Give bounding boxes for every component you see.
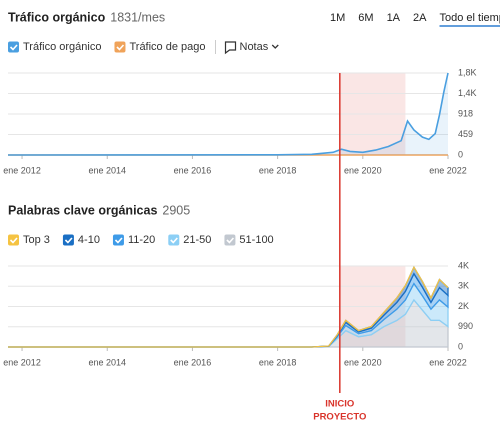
check-mark — [226, 237, 235, 244]
x-tick-label: ene 2018 — [259, 165, 297, 175]
chevron — [271, 44, 279, 49]
legend-label[interactable]: 11-20 — [128, 234, 155, 246]
y-tick-label: 0 — [458, 341, 463, 351]
area-fill — [8, 73, 448, 155]
y-tick-label: 3K — [458, 281, 469, 291]
check-mark — [64, 237, 73, 244]
chart-title: Tráfico orgánico — [8, 10, 106, 24]
y-tick-label: 0 — [458, 149, 463, 159]
series-line — [7, 72, 449, 156]
legend-checkbox[interactable] — [168, 234, 180, 246]
annotation-text: PROYECTO — [313, 412, 366, 423]
y-tick-label: 918 — [458, 108, 473, 118]
x-tick-label: ene 2020 — [344, 357, 382, 367]
range-button[interactable]: 1M — [330, 12, 345, 24]
legend-label[interactable]: 4-10 — [78, 234, 100, 246]
range-button[interactable]: Todo el tiempo — [440, 12, 500, 24]
legend-label[interactable]: Tráfico orgánico — [23, 41, 101, 53]
legend-label[interactable]: Top 3 — [23, 234, 50, 246]
range-button[interactable]: 1A — [387, 12, 401, 24]
check-mark — [9, 237, 18, 244]
y-tick-label: 1,8K — [458, 67, 477, 77]
y-tick-label: 4K — [458, 260, 469, 270]
legend-checkbox[interactable] — [8, 41, 19, 53]
check-mark — [9, 44, 18, 51]
legend-label[interactable]: Tráfico de pago — [129, 41, 205, 53]
range-button[interactable]: 6M — [358, 12, 373, 24]
chart-title: Palabras clave orgánicas — [8, 203, 157, 217]
x-tick-label: ene 2022 — [429, 165, 467, 175]
chart-summary: 1831/mes — [110, 10, 165, 24]
legend-checkbox[interactable] — [8, 234, 19, 246]
check-mark — [170, 237, 178, 244]
x-tick-label: ene 2014 — [88, 165, 126, 175]
y-tick-label: 1,4K — [458, 88, 477, 98]
x-tick-label: ene 2020 — [344, 165, 382, 175]
legend-label[interactable]: 21-50 — [183, 234, 211, 246]
x-tick-label: ene 2022 — [429, 357, 467, 367]
legend-checkbox[interactable] — [224, 234, 236, 246]
y-tick-label: 990 — [458, 321, 473, 331]
range-button[interactable]: 2A — [413, 12, 427, 24]
x-tick-label: ene 2016 — [174, 357, 212, 367]
notes-icon — [224, 41, 237, 55]
x-tick-label: ene 2018 — [259, 357, 297, 367]
y-tick-label: 2K — [458, 301, 469, 311]
check-mark — [116, 44, 125, 51]
notes-label[interactable]: Notas — [240, 41, 269, 53]
annotation-text: INICIO — [325, 399, 354, 410]
legend-checkbox[interactable] — [62, 234, 74, 246]
legend-checkbox[interactable] — [114, 41, 126, 53]
y-tick-label: 459 — [458, 129, 473, 139]
legend-label[interactable]: 51-100 — [239, 234, 273, 246]
legend-checkbox[interactable] — [112, 234, 124, 246]
check-mark — [114, 237, 123, 244]
x-tick-label: ene 2016 — [174, 165, 212, 175]
x-tick-label: ene 2012 — [3, 357, 41, 367]
chart-summary: 2905 — [162, 203, 190, 217]
x-tick-label: ene 2014 — [88, 357, 126, 367]
x-tick-label: ene 2012 — [3, 165, 41, 175]
